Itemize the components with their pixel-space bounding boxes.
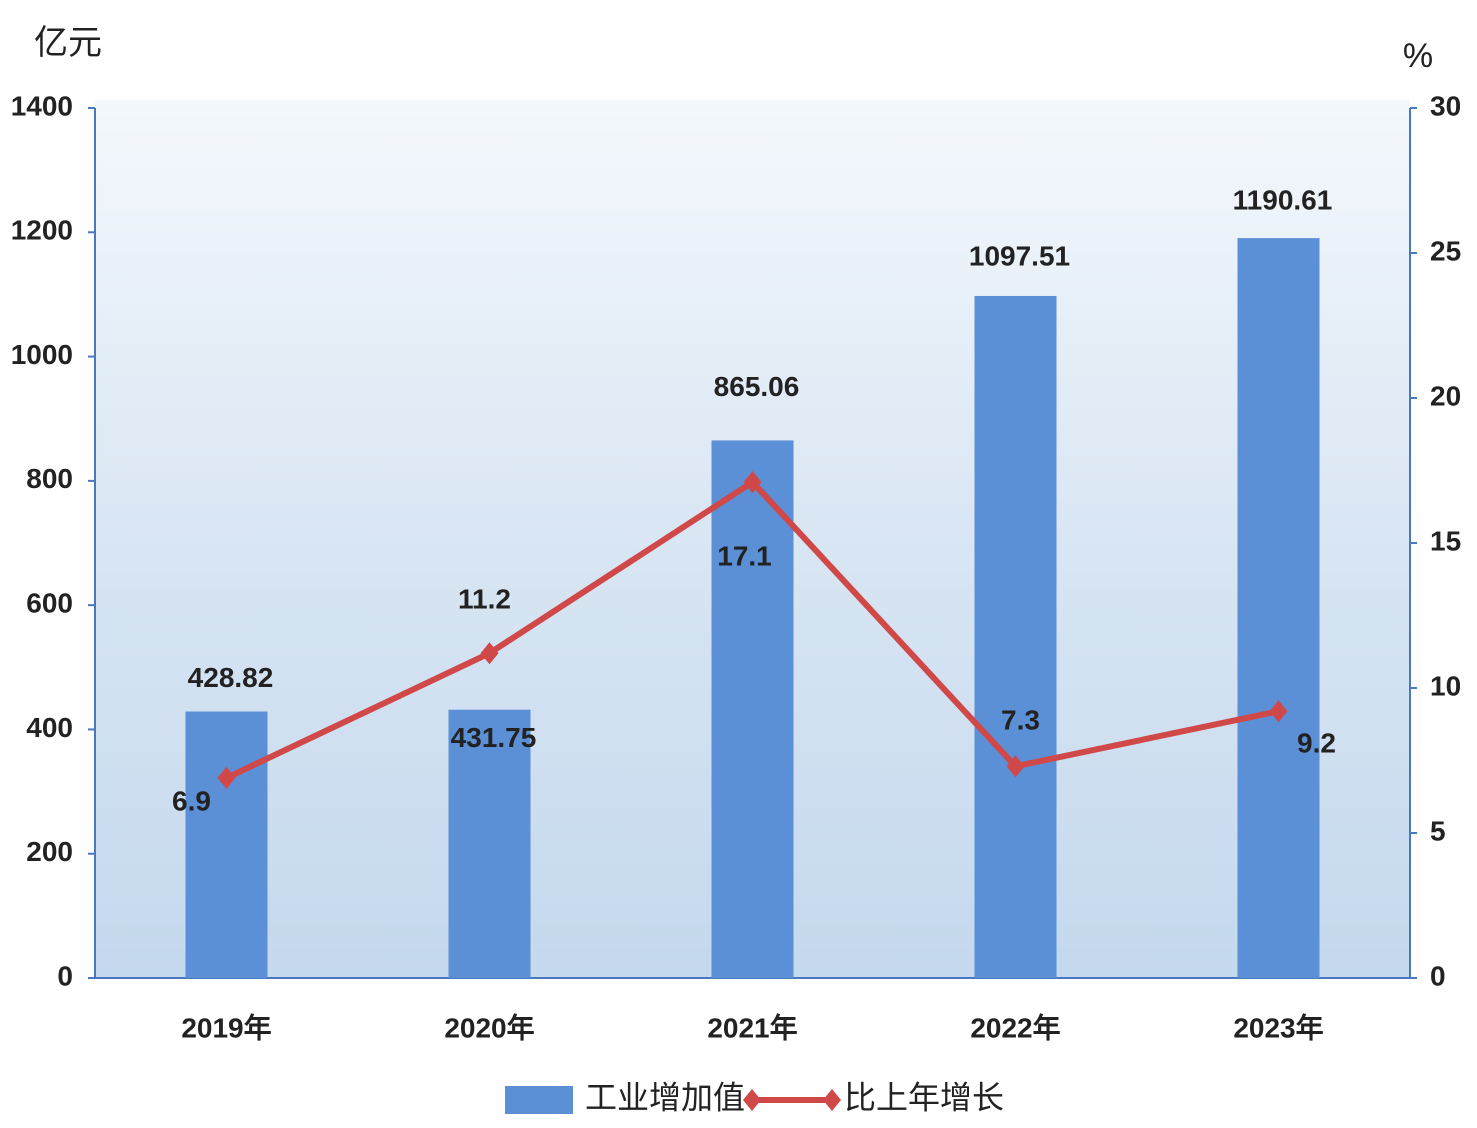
legend-label: 比上年增长 [844, 1079, 1004, 1115]
y2-tick-label: 30 [1430, 90, 1461, 121]
bar-value-label: 428.82 [188, 662, 274, 693]
bar [1237, 238, 1320, 979]
line-marker [217, 766, 236, 789]
y-unit: 亿元 [34, 24, 102, 62]
bar-value-label: 1190.61 [1233, 185, 1333, 216]
bar-value-label: 865.06 [714, 371, 800, 402]
y2-unit: % [1403, 37, 1433, 75]
y-tick-label: 1000 [11, 339, 73, 370]
line-value-label: 11.2 [458, 584, 511, 615]
y-tick-label: 800 [26, 463, 73, 494]
legend-swatch [505, 1086, 573, 1114]
y-tick-label: 600 [26, 588, 73, 619]
legend-marker [743, 1089, 841, 1111]
y2-tick-label: 5 [1430, 815, 1446, 846]
y-tick-label: 200 [26, 836, 73, 867]
line-value-label: 9.2 [1297, 728, 1336, 759]
bar [448, 709, 531, 978]
y-tick-label: 1400 [11, 90, 73, 121]
y-tick-label: 400 [26, 712, 73, 743]
y-tick-label: 0 [57, 960, 73, 991]
y2-tick-label: 0 [1430, 960, 1446, 991]
x-tick-label: 2022年 [970, 1011, 1060, 1043]
bar-value-label: 431.75 [451, 722, 537, 753]
bar [185, 711, 268, 978]
y2-tick-label: 20 [1430, 380, 1461, 411]
line-marker [480, 642, 499, 665]
y2-tick-label: 15 [1430, 525, 1461, 556]
line-marker [1269, 700, 1288, 723]
line-value-label: 6.9 [172, 785, 211, 816]
x-tick-label: 2019年 [181, 1011, 271, 1043]
line-value-label: 7.3 [1001, 705, 1040, 736]
x-tick-label: 2023年 [1233, 1011, 1323, 1043]
x-tick-label: 2021年 [707, 1011, 797, 1043]
line-marker [743, 471, 762, 494]
bar-value-label: 1097.51 [969, 240, 1070, 271]
y2-tick-label: 25 [1430, 235, 1461, 266]
legend-label: 工业增加值 [585, 1079, 745, 1115]
y-tick-label: 1200 [11, 215, 73, 246]
y2-tick-label: 10 [1430, 670, 1461, 701]
line-marker [1006, 755, 1025, 778]
bar [974, 295, 1057, 978]
line-value-label: 17.1 [717, 540, 772, 571]
bar [711, 440, 794, 978]
x-tick-label: 2020年 [444, 1011, 534, 1043]
